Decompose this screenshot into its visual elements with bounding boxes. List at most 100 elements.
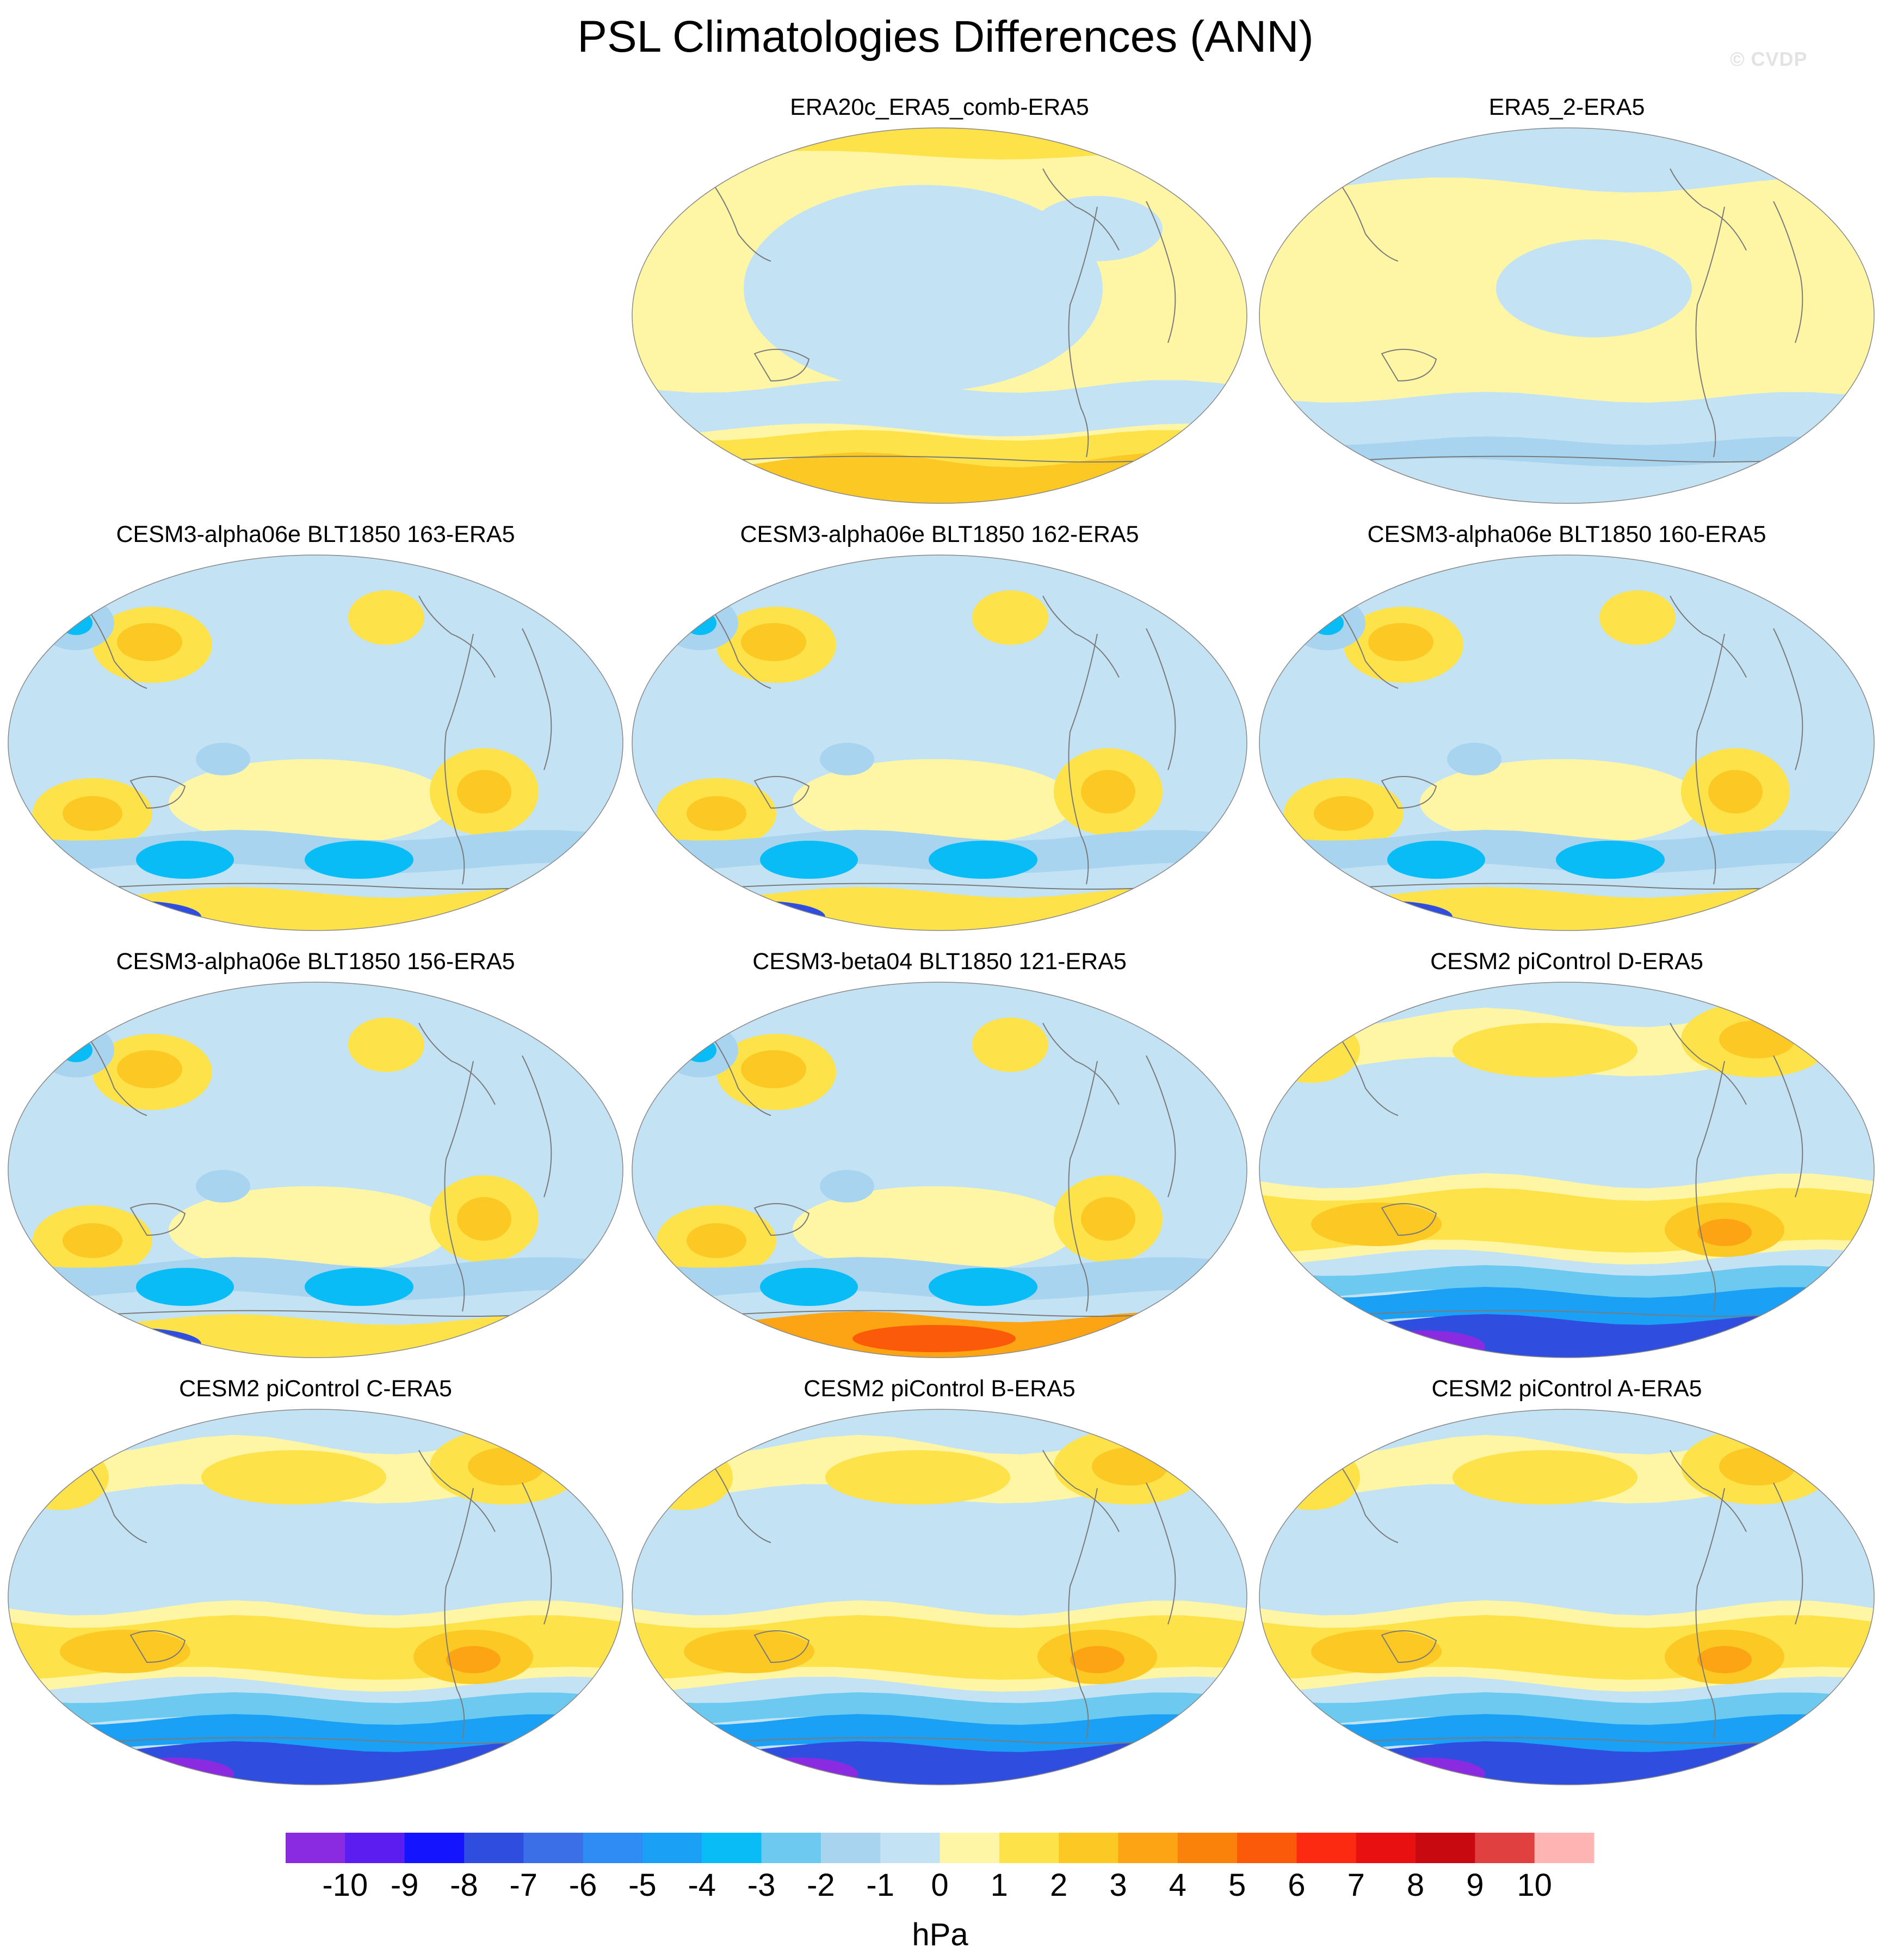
anomaly-south-indian-core (63, 796, 122, 831)
colorbar-tick-label: -7 (509, 1867, 537, 1903)
map-border (1259, 127, 1875, 504)
colorbar-boxes (286, 1833, 1595, 1863)
coastline-4 (129, 776, 186, 809)
colorbar-units: hPa (912, 1917, 968, 1952)
anomaly-tropical-negative (820, 743, 874, 775)
colorbar-tick-label: -3 (747, 1867, 776, 1903)
coastline-3 (522, 628, 552, 771)
anomaly-southern-low-2 (305, 841, 413, 879)
robinson-map (632, 127, 1247, 504)
robinson-map (1259, 982, 1875, 1358)
panel-title: CESM2 piControl A-ERA5 (1431, 1376, 1702, 1402)
colorbar-box (1177, 1833, 1238, 1863)
map-panel: CESM2 piControl D-ERA5 (1257, 947, 1877, 1371)
anomaly-north-atlantic-positive (972, 1018, 1048, 1072)
anomaly-pacific-negative (1496, 239, 1692, 337)
panel-title: CESM3-alpha06e BLT1850 160-ERA5 (1367, 521, 1766, 547)
anomaly-southern-ring-strong (8, 1714, 623, 1755)
anomaly-asia-positive (635, 1445, 733, 1510)
anomaly-southern-low-2 (305, 1268, 413, 1306)
coastline-3 (522, 1482, 552, 1625)
anomaly-south-pacific-positive (793, 759, 1076, 846)
anomaly-south-indian-core (687, 1223, 746, 1258)
coastline-4 (1381, 349, 1437, 382)
anomaly-asia-negative (662, 596, 738, 650)
anomaly-north-pacific-positive (825, 1450, 1010, 1505)
coastline-1 (418, 595, 496, 678)
map-panel: CESM3-alpha06e BLT1850 163-ERA5 (5, 520, 626, 944)
anomaly-south-indian-core (687, 796, 746, 831)
colorbar-box (1118, 1833, 1178, 1863)
anomaly-north-atlantic-positive (348, 590, 424, 645)
anomaly-antarctic-core (852, 1325, 1016, 1352)
coastline-3 (1773, 201, 1803, 343)
coastline-4 (753, 1630, 810, 1663)
anomaly-north-pacific-core (741, 1050, 806, 1088)
anomaly-south-atlantic-peak (1697, 1646, 1752, 1673)
colorbar-box (1296, 1833, 1357, 1863)
anomaly-tibet-core (684, 611, 716, 635)
map-panel: CESM2 piControl A-ERA5 (1257, 1374, 1877, 1798)
anomaly-southern-low-2 (1556, 841, 1665, 879)
anomaly-tibet-core (1311, 611, 1344, 635)
anomaly-antarctic-mixed (1259, 887, 1874, 930)
anomaly-antarctic-positive (632, 430, 1247, 468)
anomaly-antarctic-negative (1259, 1314, 1874, 1358)
coastline-3 (522, 1055, 552, 1198)
anomaly-south-indian-core (1314, 796, 1374, 831)
anomaly-southern-low-1 (136, 841, 234, 879)
map-border (8, 1409, 623, 1785)
anomaly-antarctic-strong-positive (632, 452, 1247, 503)
coastline-3 (1146, 628, 1176, 771)
anomaly-asia-negative (38, 1023, 114, 1077)
colorbar-tick-label: 4 (1169, 1867, 1186, 1903)
robinson-map (632, 1409, 1247, 1785)
map-border (632, 554, 1247, 931)
coastline-0 (1695, 1488, 1725, 1739)
panel-title: CESM3-beta04 BLT1850 121-ERA5 (752, 948, 1127, 975)
figure-title: PSL Climatologies Differences (ANN) (577, 12, 1314, 61)
colorbar-box (1475, 1833, 1535, 1863)
coastline-3 (1146, 1055, 1176, 1198)
coastline-1 (1670, 168, 1747, 251)
anomaly-southern-low-1 (760, 841, 858, 879)
colorbar-tick-label: 6 (1288, 1867, 1305, 1903)
anomaly-north-pacific-positive (1453, 1023, 1637, 1077)
colorbar-tick-label: 9 (1466, 1867, 1484, 1903)
map-panel: CESM2 piControl C-ERA5 (5, 1374, 626, 1798)
map-border (632, 1409, 1247, 1785)
colorbar-box (404, 1833, 465, 1863)
map-panel: ERA20c_ERA5_comb-ERA5 (629, 93, 1250, 517)
anomaly-atlantic-negative (1032, 196, 1163, 261)
anomaly-south-pacific-positive (169, 759, 452, 846)
map-panel: CESM3-alpha06e BLT1850 162-ERA5 (629, 520, 1250, 944)
map-panel: CESM3-alpha06e BLT1850 156-ERA5 (5, 947, 626, 1371)
map-border (8, 982, 623, 1358)
coastline-4 (753, 776, 810, 809)
anomaly-asia-positive (1262, 1445, 1360, 1510)
anomaly-north-pacific-core (1368, 623, 1433, 661)
anomaly-south-indian-core (63, 1223, 122, 1258)
coastline-0 (1695, 1061, 1725, 1312)
coastline-0 (1695, 633, 1725, 885)
anomaly-southern-low-2 (929, 841, 1037, 879)
colorbar-tick-label: -5 (628, 1867, 657, 1903)
coastline-0 (1068, 1061, 1098, 1312)
anomaly-tropical-negative (1447, 743, 1501, 775)
coastline-0 (1068, 1488, 1098, 1739)
anomaly-tibet-core (684, 1038, 716, 1062)
panel-title: CESM2 piControl B-ERA5 (804, 1376, 1076, 1402)
panel-title: CESM3-alpha06e BLT1850 156-ERA5 (116, 948, 515, 975)
colorbar-box (1059, 1833, 1118, 1863)
map-border (1259, 982, 1875, 1358)
coastline-0 (1068, 206, 1098, 458)
map-border (1259, 554, 1875, 931)
anomaly-antarctic-negative (632, 1741, 1247, 1785)
map-panel: CESM3-beta04 BLT1850 121-ERA5 (629, 947, 1250, 1371)
coastline-3 (1773, 1055, 1803, 1198)
anomaly-asia-negative (1289, 596, 1365, 650)
colorbar-box (820, 1833, 881, 1863)
anomaly-north-atlantic-positive (348, 1018, 424, 1072)
map-border (632, 982, 1247, 1358)
anomaly-south-atlantic-peak (1070, 1646, 1124, 1673)
